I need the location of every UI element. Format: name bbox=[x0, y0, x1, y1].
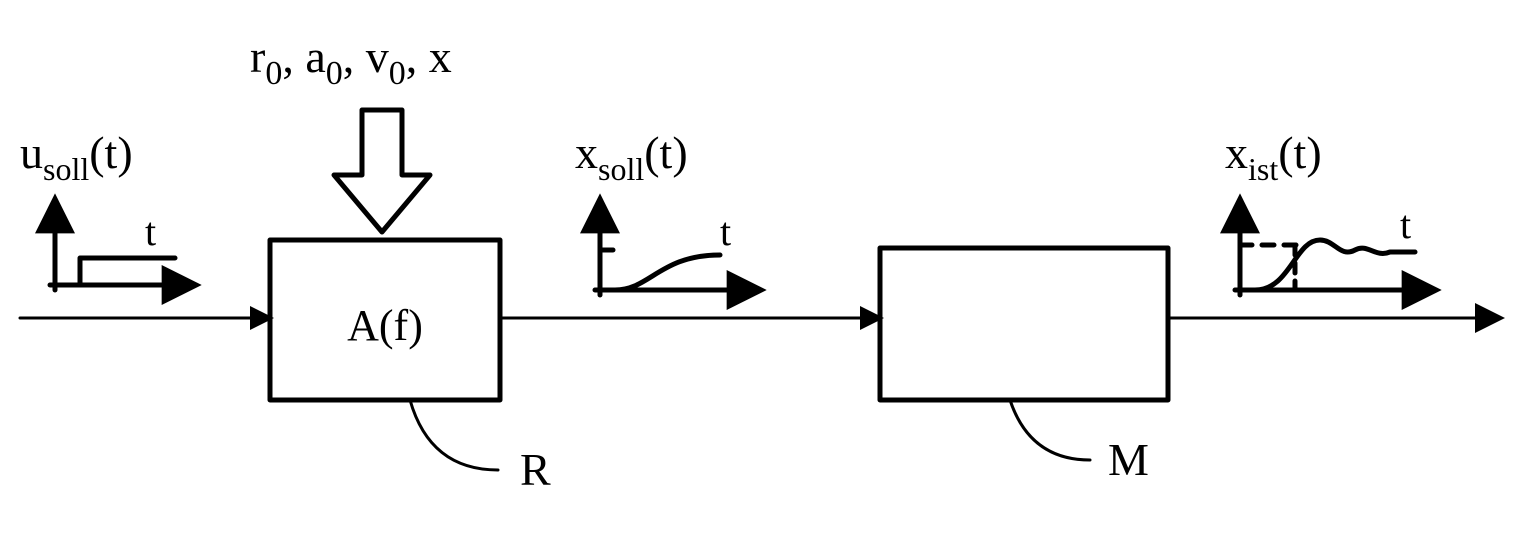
time-axis-label-3: t bbox=[1400, 202, 1411, 247]
params-label: r0, a0, v0, x bbox=[250, 31, 452, 92]
leader-m bbox=[1010, 400, 1090, 460]
mini-plot-mid: t bbox=[595, 200, 760, 295]
block-m bbox=[880, 248, 1168, 400]
param-arrow bbox=[334, 110, 430, 232]
mini-plot-output: t bbox=[1235, 200, 1435, 295]
block-r-label: R bbox=[520, 444, 551, 495]
time-axis-label-2: t bbox=[720, 209, 731, 254]
block-r-content: A(f) bbox=[347, 301, 423, 350]
block-m-label: M bbox=[1108, 434, 1149, 485]
mid-signal-label: xsoll(t) bbox=[575, 127, 688, 187]
input-signal-label: usoll(t) bbox=[20, 127, 133, 187]
output-signal-label: xist(t) bbox=[1225, 127, 1322, 187]
block-diagram: A(f) R M r0, a0, v0, x usoll(t) xsoll(t)… bbox=[0, 0, 1522, 557]
mini-plot-input: t bbox=[50, 200, 195, 290]
leader-r bbox=[410, 400, 498, 470]
time-axis-label-1: t bbox=[145, 209, 156, 254]
